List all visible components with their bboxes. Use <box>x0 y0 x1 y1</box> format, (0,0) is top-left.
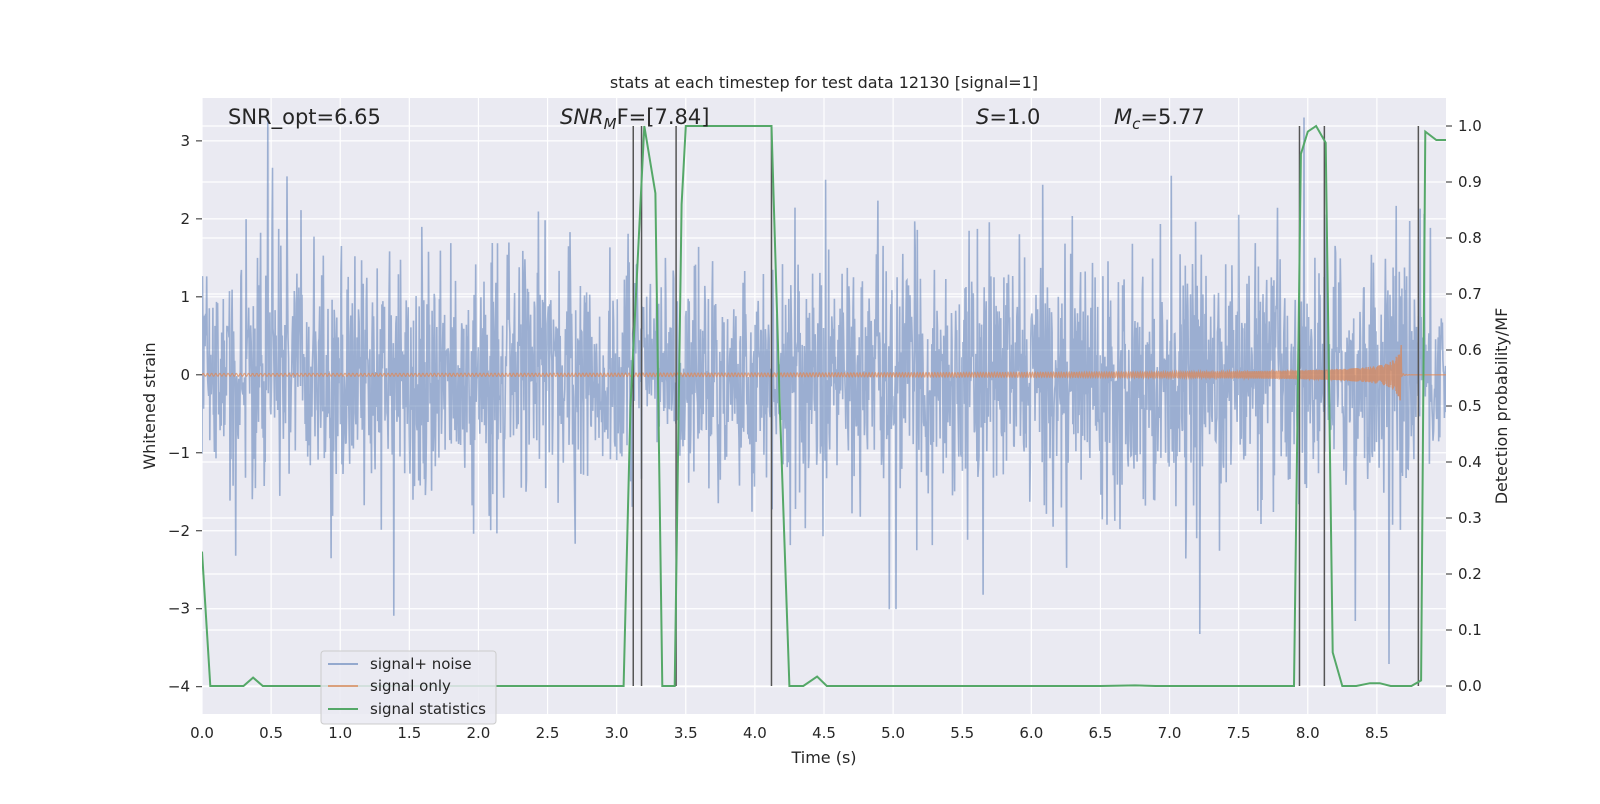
x-tick-label: 2.0 <box>467 724 491 742</box>
legend-label-noise: signal+ noise <box>370 655 472 673</box>
y-left-tick-label: −4 <box>168 678 190 696</box>
y-right-tick-label: 0.1 <box>1458 621 1482 639</box>
x-tick-label: 4.5 <box>812 724 836 742</box>
y-right-tick-label: 0.0 <box>1458 677 1482 695</box>
chart-title: stats at each timestep for test data 121… <box>610 73 1038 92</box>
y-right-tick-label: 1.0 <box>1458 117 1482 135</box>
y-left-tick-label: 3 <box>180 132 190 150</box>
snr-mf-suffix: F=[7.84] <box>617 105 710 129</box>
annotation-s: S=1.0 <box>976 105 1040 129</box>
y-right-tick-label: 0.7 <box>1458 285 1482 303</box>
x-tick-label: 2.5 <box>536 724 560 742</box>
y-left-tick-label: −3 <box>168 600 190 618</box>
legend-label-statistics: signal statistics <box>370 700 486 718</box>
y-left-tick-label: −1 <box>168 444 190 462</box>
y-left-tick-label: −2 <box>168 522 190 540</box>
x-tick-label: 8.0 <box>1296 724 1320 742</box>
x-tick-label: 3.5 <box>674 724 698 742</box>
x-tick-label: 5.5 <box>950 724 974 742</box>
x-tick-label: 6.5 <box>1089 724 1113 742</box>
snr-mf-prefix: SNR <box>560 105 604 129</box>
x-tick-label: 4.0 <box>743 724 767 742</box>
y-left-axis-label: Whitened strain <box>140 342 159 469</box>
x-tick-label: 1.5 <box>397 724 421 742</box>
x-tick-label: 7.5 <box>1227 724 1251 742</box>
x-tick-label: 3.0 <box>605 724 629 742</box>
annotation-snr-opt: SNR_opt=6.65 <box>228 105 381 130</box>
x-tick-label: 5.0 <box>881 724 905 742</box>
legend: signal+ noise signal only signal statist… <box>321 651 496 724</box>
snr-mf-subscript: M <box>604 115 617 133</box>
y-right-tick-label: 0.5 <box>1458 397 1482 415</box>
y-left-axis-ticks: 3 2 1 0 −1 −2 −3 −4 <box>168 132 202 696</box>
x-axis-ticks: 0.0 0.5 1.0 1.5 2.0 2.5 3.0 3.5 4.0 4.5 5.0 5.5 6.0 6… <box>190 724 1389 742</box>
y-left-tick-label: 1 <box>180 288 190 306</box>
y-right-tick-label: 0.8 <box>1458 229 1482 247</box>
x-tick-label: 8.5 <box>1365 724 1389 742</box>
y-right-tick-label: 0.2 <box>1458 565 1482 583</box>
y-left-tick-label: 0 <box>180 366 190 384</box>
mc-suffix: =5.77 <box>1140 105 1204 129</box>
x-tick-label: 0.0 <box>190 724 214 742</box>
legend-label-signal: signal only <box>370 677 451 695</box>
y-right-axis-ticks: 1.0 0.9 0.8 0.7 0.6 0.5 0.4 0.3 0.2 0.1 0.0 <box>1446 117 1482 695</box>
x-tick-label: 6.0 <box>1019 724 1043 742</box>
x-axis-label: Time (s) <box>790 748 856 767</box>
mc-prefix: M <box>1114 105 1132 129</box>
y-right-axis-label: Detection probability/MF <box>1492 308 1511 505</box>
y-right-tick-label: 0.3 <box>1458 509 1482 527</box>
x-tick-label: 0.5 <box>259 724 283 742</box>
y-left-tick-label: 2 <box>180 210 190 228</box>
x-tick-label: 1.0 <box>328 724 352 742</box>
y-right-tick-label: 0.9 <box>1458 173 1482 191</box>
y-right-tick-label: 0.6 <box>1458 341 1482 359</box>
y-right-tick-label: 0.4 <box>1458 453 1482 471</box>
annotation-snr-mf: SNRMF=[7.84] <box>560 105 709 133</box>
x-tick-label: 7.0 <box>1158 724 1182 742</box>
annotation-mc: Mc=5.77 <box>1114 105 1205 133</box>
s-prefix: S <box>976 105 989 129</box>
s-suffix: =1.0 <box>989 105 1040 129</box>
